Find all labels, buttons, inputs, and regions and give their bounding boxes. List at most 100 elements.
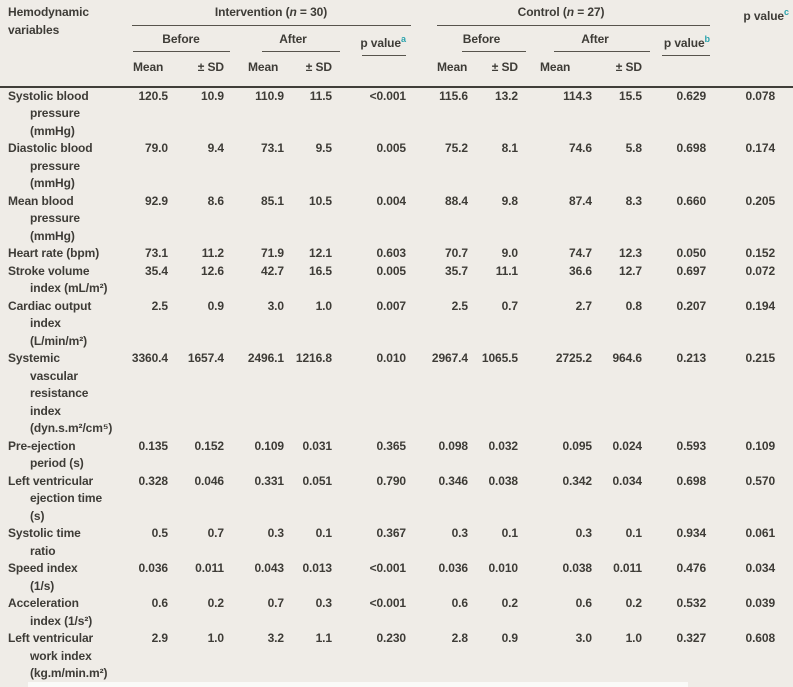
p-value-a-cell: 0.004 [376,193,406,208]
table-row: Diastolic blood pressure (mmHg) 79.0 9.4… [0,140,793,193]
p-value-c-cell: 0.174 [745,141,776,155]
intervention-after-sd-cell: 1.1 [315,631,332,645]
intervention-before-mean-cell: 3360.4 [131,351,168,365]
control-after-mean-cell: 74.6 [569,141,592,155]
control-after-sd-cell: 0.024 [612,438,642,453]
table-row: Systemic vascular resistance index (dyn.… [0,350,793,438]
header-row-mean-sd: Mean ± SD Mean ± SD Mean ± SD Mean ± SD [0,56,793,88]
column-header-mean: Mean [130,56,176,88]
control-before-sd-cell: 0.010 [488,561,518,575]
intervention-before-sd-cell: 0.046 [194,473,224,488]
before-rule [462,51,526,52]
intervention-before-mean-cell: 0.6 [151,596,168,610]
intervention-before-mean-cell: 2.9 [151,631,168,645]
intervention-after-mean-cell: 3.2 [267,631,284,645]
control-before-mean-cell: 0.036 [438,561,468,575]
table-row: Stroke volume index (mL/m²) 35.4 12.6 42… [0,263,793,298]
column-header-p-value-b: p valueb [650,26,711,56]
control-before-sd-cell: 9.0 [501,246,518,260]
p-value-c-cell: 0.205 [745,193,776,208]
variable-label-cell: Diastolic blood pressure (mmHg) [8,141,93,190]
column-header-p-value-c: p valuec [710,0,793,88]
intervention-before-mean-cell: 92.9 [145,193,168,208]
control-after-sd-cell: 964.6 [612,351,642,365]
control-after-sd-cell: 12.7 [619,263,642,278]
control-before-mean-cell: 0.6 [451,596,468,610]
intervention-after-sd-cell: 0.3 [315,596,332,610]
intervention-before-mean-cell: 35.4 [145,263,168,278]
column-header-mean: Mean [232,56,292,88]
column-header-intervention-after: After [232,26,340,57]
intervention-group-label: Intervention (n = 30) [214,5,328,19]
column-header-mean: Mean [412,56,476,88]
table-row: Mean blood pressure (mmHg) 92.9 8.6 85.1… [0,193,793,246]
intervention-after-sd-cell: 1.0 [315,298,332,313]
control-after-sd-cell: 12.3 [619,246,642,260]
p-value-b-cell: 0.698 [676,473,707,488]
intervention-before-sd-cell: 12.6 [201,263,224,278]
p-value-c-cell: 0.078 [745,88,776,103]
p-value-a-cell: 0.603 [376,246,406,260]
control-before-sd-cell: 8.1 [501,141,518,155]
column-header-sd: ± SD [176,56,232,88]
variable-label-cell: Acceleration index (1/s²) [8,596,93,628]
footnote-marker-a: a [400,33,406,44]
column-header-sd: ± SD [292,56,340,88]
header-row-before-after: Before After p valuea Before After [0,26,793,57]
p-value-a-cell: 0.005 [376,141,406,155]
variable-label-cell: Speed index (1/s) [8,561,78,593]
control-after-mean-cell: 2.7 [575,298,592,313]
scan-edge-artifact [28,682,688,687]
intervention-after-sd-cell: 1216.8 [295,351,332,365]
control-after-sd-cell: 1.0 [625,631,642,645]
control-before-sd-cell: 9.8 [501,193,518,208]
p-value-c-cell: 0.152 [745,246,776,260]
p-value-b-cell: 0.593 [676,438,707,453]
variable-label-cell: Systolic blood pressure (mmHg) [8,88,89,138]
intervention-after-sd-cell: 10.5 [309,193,332,208]
intervention-before-sd-cell: 0.152 [194,438,224,453]
p-value-b-rule [662,55,711,56]
p-value-c-cell: 0.570 [745,473,776,488]
intervention-before-mean-cell: 0.135 [138,438,168,453]
intervention-after-sd-cell: 9.5 [315,141,332,155]
intervention-before-sd-cell: 11.2 [201,246,224,260]
intervention-after-mean-cell: 73.1 [261,141,284,155]
variable-label-cell: Heart rate (bpm) [8,246,100,260]
variable-label-cell: Left ventricular ejection time (s) [8,473,103,523]
control-before-mean-cell: 70.7 [445,246,468,260]
p-value-a-rule [362,55,406,56]
control-before-sd-cell: 0.032 [488,438,518,453]
control-after-sd-cell: 0.1 [625,526,642,540]
p-value-b-cell: 0.698 [676,141,707,155]
intervention-after-sd-cell: 0.031 [302,438,332,453]
p-value-b-cell: 0.532 [676,596,707,610]
intervention-before-sd-cell: 1657.4 [187,351,224,365]
intervention-after-mean-cell: 2496.1 [247,351,284,365]
control-before-mean-cell: 0.3 [451,526,468,540]
control-before-mean-cell: 75.2 [445,141,468,155]
control-after-mean-cell: 0.038 [562,561,592,575]
control-after-sd-cell: 15.5 [619,88,642,103]
control-before-mean-cell: 2.8 [451,631,468,645]
p-value-a-cell: 0.790 [376,473,406,488]
intervention-before-sd-cell: 9.4 [207,141,224,155]
after-rule [554,51,650,52]
table-row: Heart rate (bpm) 73.1 11.2 71.9 12.1 0.6… [0,245,793,263]
p-value-a-cell: 0.230 [376,631,406,645]
table-row: Systolic blood pressure (mmHg) 120.5 10.… [0,87,793,141]
p-value-a-cell: 0.365 [376,438,406,453]
table-row: Left ventricular work index (kg.m/min.m²… [0,630,793,683]
table-row: Speed index (1/s) 0.036 0.011 0.043 0.01… [0,560,793,595]
control-before-mean-cell: 0.346 [438,473,468,488]
table-row: Systolic time ratio 0.5 0.7 0.3 0.1 0.36… [0,525,793,560]
p-value-c-cell: 0.034 [745,561,776,575]
control-after-mean-cell: 0.342 [562,473,592,488]
control-after-sd-cell: 0.011 [613,561,642,575]
control-before-mean-cell: 35.7 [445,263,468,278]
variable-label-cell: Left ventricular work index (kg.m/min.m²… [8,631,108,680]
control-after-sd-cell: 0.034 [612,473,642,488]
n-italic: n [566,5,574,19]
intervention-before-sd-cell: 10.9 [201,88,224,103]
